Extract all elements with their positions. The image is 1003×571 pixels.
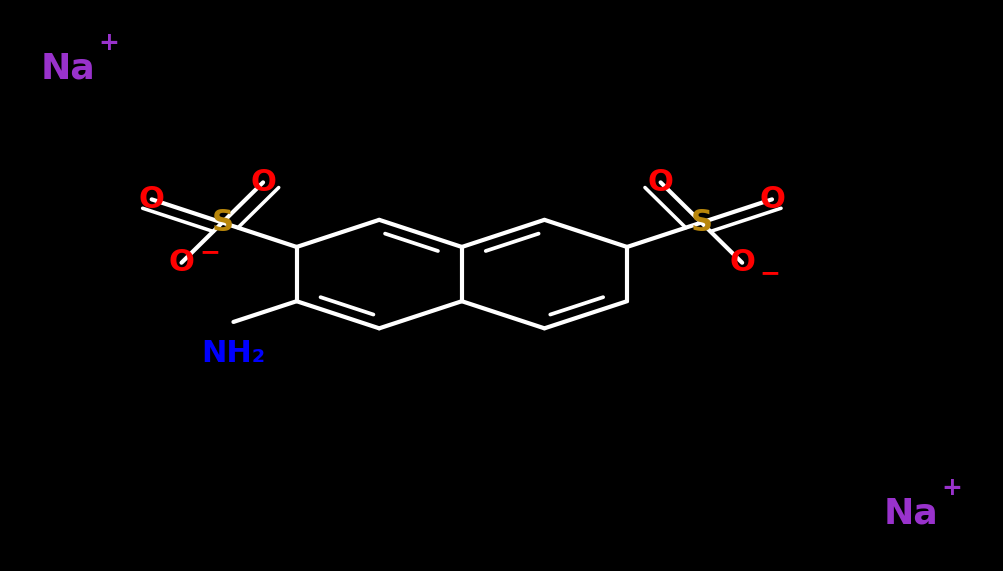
Text: −: − — [759, 261, 780, 285]
Text: O: O — [728, 248, 754, 277]
Text: O: O — [138, 185, 164, 214]
Text: −: − — [199, 240, 220, 264]
Text: O: O — [169, 248, 195, 277]
Text: S: S — [211, 208, 233, 237]
Text: O: O — [250, 168, 276, 197]
Text: +: + — [941, 476, 961, 500]
Text: Na: Na — [40, 51, 95, 86]
Text: O: O — [647, 168, 673, 197]
Text: Na: Na — [883, 497, 938, 531]
Text: +: + — [98, 31, 118, 55]
Text: S: S — [690, 208, 712, 237]
Text: O: O — [758, 185, 784, 214]
Text: NH₂: NH₂ — [202, 339, 265, 368]
